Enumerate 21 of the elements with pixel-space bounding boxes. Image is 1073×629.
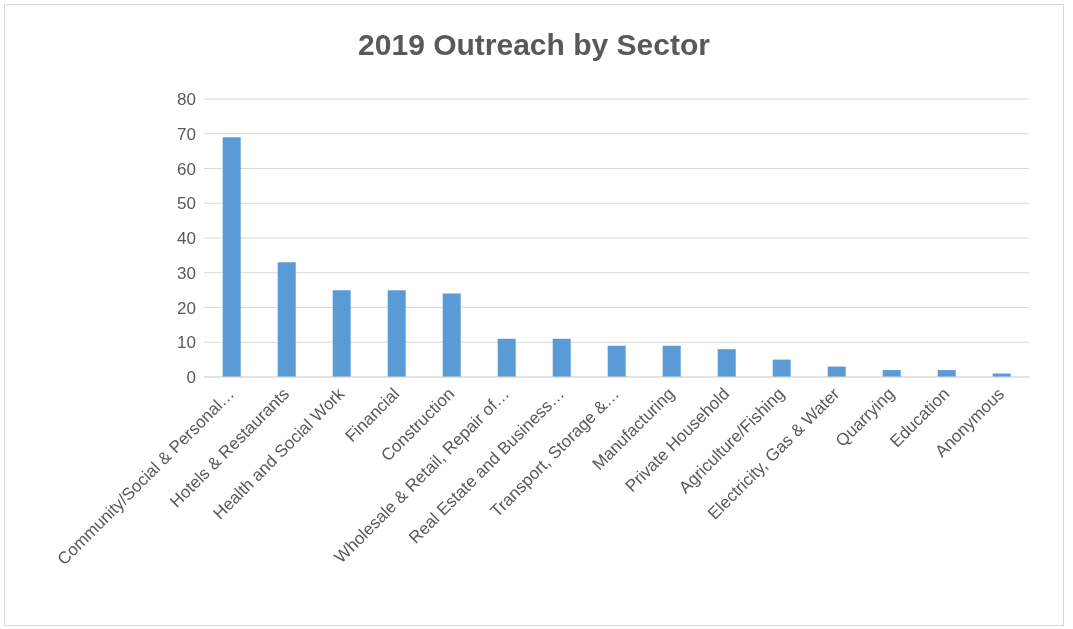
bar (277, 262, 296, 377)
bar (662, 345, 681, 377)
y-tick-label: 0 (186, 368, 196, 388)
bar (772, 359, 791, 377)
bar (442, 293, 461, 377)
bar (717, 349, 736, 377)
bar (497, 338, 516, 377)
bar (607, 345, 626, 377)
bar (332, 290, 351, 377)
y-tick-label: 80 (177, 90, 196, 110)
bar (552, 338, 571, 377)
y-tick-label: 70 (177, 124, 196, 144)
bar (222, 137, 241, 377)
y-tick-label: 30 (177, 263, 196, 283)
y-tick-label: 40 (177, 229, 196, 249)
y-tick-label: 10 (177, 333, 196, 353)
y-tick-label: 20 (177, 298, 196, 318)
chart-title: 2019 Outreach by Sector (357, 28, 711, 62)
bar (387, 290, 406, 377)
y-tick-label: 60 (177, 159, 196, 179)
y-tick-label: 50 (177, 194, 196, 214)
